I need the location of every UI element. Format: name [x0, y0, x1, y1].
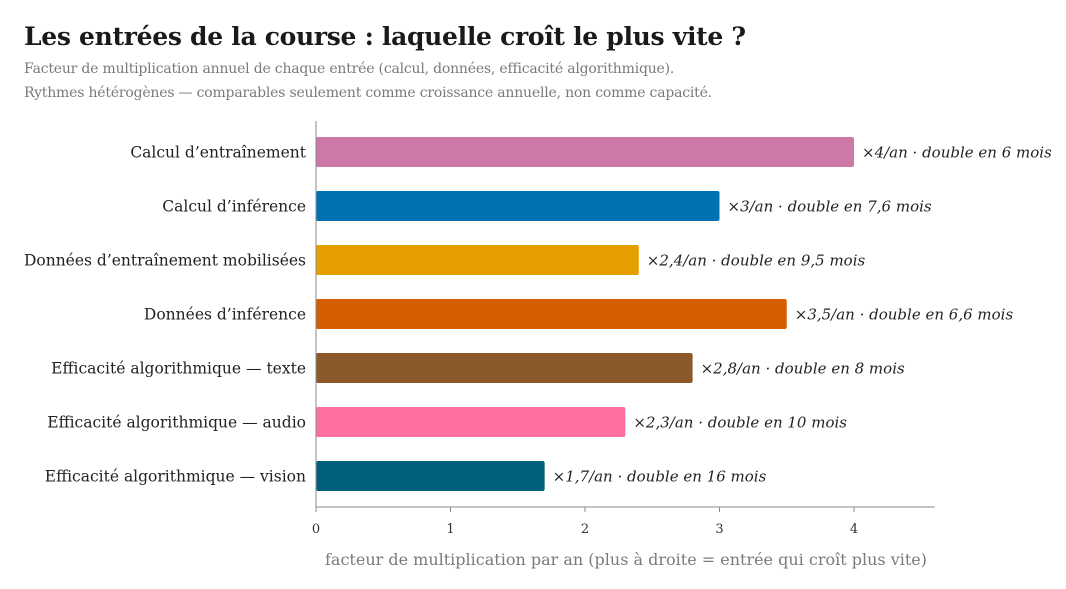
- bar: [316, 299, 787, 329]
- bars-layer: Calcul d’entraînement ×4/an · double en 6…: [24, 137, 1052, 491]
- bar: [316, 353, 693, 383]
- bar: [316, 191, 720, 221]
- bar: [316, 461, 545, 491]
- x-tick-label: 3: [715, 522, 723, 537]
- data-label: ×2,3/an · double en 10 mois: [633, 414, 847, 432]
- x-tick-label: 0: [312, 522, 320, 537]
- category-label: Données d’entraînement mobilisées: [24, 252, 306, 270]
- category-label: Données d’inférence: [144, 306, 306, 324]
- category-label: Efficacité algorithmique — audio: [47, 414, 306, 432]
- x-axis-title: facteur de multiplication par an (plus à…: [325, 550, 927, 569]
- category-label: Calcul d’inférence: [162, 198, 306, 216]
- chart-subtitle-line-2: Rythmes hétérogènes — comparables seulem…: [24, 85, 712, 101]
- chart-title: Les entrées de la course : laquelle croî…: [24, 22, 746, 51]
- category-label: Calcul d’entraînement: [130, 144, 306, 162]
- chart-subtitle-line-1: Facteur de multiplication annuel de chaq…: [24, 61, 675, 77]
- bar: [316, 407, 626, 437]
- category-label: Efficacité algorithmique — vision: [45, 468, 306, 486]
- x-tick-label: 2: [581, 522, 589, 537]
- x-tick-label: 4: [850, 522, 858, 537]
- bar: [316, 245, 639, 275]
- data-label: ×2,8/an · double en 8 mois: [701, 360, 905, 378]
- data-label: ×1,7/an · double en 16 mois: [553, 468, 767, 486]
- data-label: ×3/an · double en 7,6 mois: [728, 198, 932, 216]
- bar: [316, 137, 854, 167]
- data-label: ×2,4/an · double en 9,5 mois: [647, 252, 866, 270]
- data-label: ×4/an · double en 6 mois: [862, 144, 1052, 162]
- x-tick-label: 1: [446, 522, 454, 537]
- category-label: Efficacité algorithmique — texte: [51, 360, 306, 378]
- data-label: ×3,5/an · double en 6,6 mois: [795, 306, 1014, 324]
- axes-layer: 0 1 2 3 4: [312, 121, 935, 537]
